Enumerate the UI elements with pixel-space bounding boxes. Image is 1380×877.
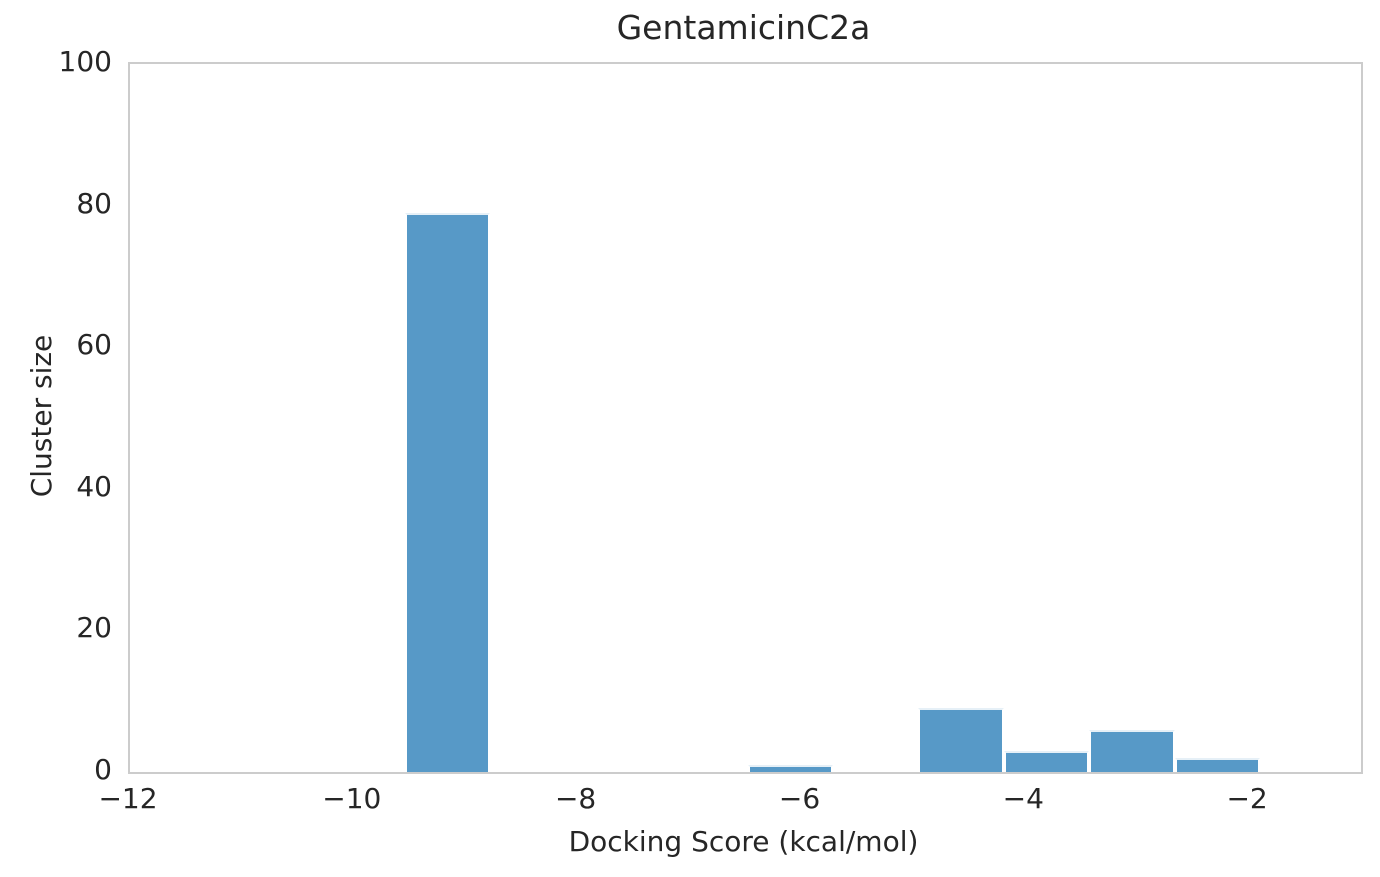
plot-area xyxy=(128,62,1363,774)
x-axis-label: Docking Score (kcal/mol) xyxy=(568,825,919,858)
histogram-bar xyxy=(1089,729,1176,772)
x-tick-label: −4 xyxy=(1002,782,1044,815)
y-tick-label: 60 xyxy=(76,328,112,362)
chart-title: GentamicinC2a xyxy=(616,8,871,47)
y-tick-label: 40 xyxy=(76,469,112,503)
histogram-bar xyxy=(1175,757,1261,772)
y-tick-label: 0 xyxy=(94,753,112,786)
x-tick-label: −12 xyxy=(98,782,158,815)
y-tick-label: 100 xyxy=(58,45,112,78)
bars-layer xyxy=(130,64,1361,772)
x-tick-label: −10 xyxy=(322,782,382,815)
y-tick-label: 80 xyxy=(76,186,112,220)
histogram-bar xyxy=(917,708,1004,772)
x-tick-label: −2 xyxy=(1226,782,1268,815)
histogram-bar xyxy=(1004,750,1090,772)
y-axis-label: Cluster size xyxy=(25,334,58,498)
y-tick-label: 20 xyxy=(76,611,112,645)
x-tick-label: −6 xyxy=(778,782,821,815)
histogram-bar xyxy=(405,212,491,772)
histogram-bar xyxy=(747,764,833,772)
x-tick-label: −8 xyxy=(554,782,597,815)
